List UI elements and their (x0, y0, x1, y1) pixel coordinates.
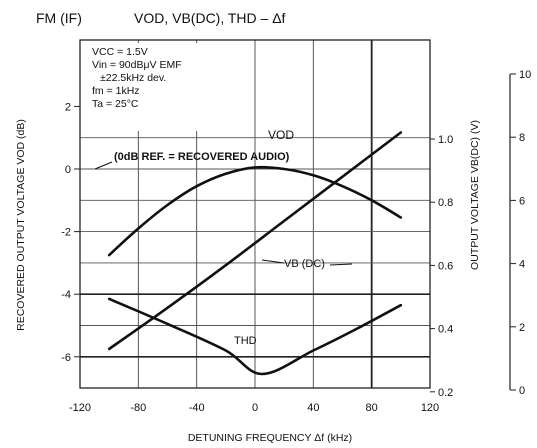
y-left-tick-label: -6 (61, 352, 71, 364)
y-right-tick-label: 2 (519, 322, 525, 334)
y-mid-axis-label: OUTPUT VOLTAGE VB(DC) (V) (469, 120, 481, 270)
reference-annotation: (0dB REF. = RECOVERED AUDIO) (114, 151, 290, 163)
tick-labels: -120 -80 -40 0 40 80 12020-2-4-61.00.80.60.40.… (61, 69, 531, 414)
vod-curve (107, 165, 403, 257)
vod-series-label: VOD (268, 128, 294, 142)
y-mid-tick-label: 1.0 (438, 134, 453, 146)
x-tick-label: -120 (69, 402, 91, 414)
grid (80, 40, 430, 388)
y-right-tick-label: 6 (519, 195, 525, 207)
x-axis-label: DETUNING FREQUENCY Δf (kHz) (188, 432, 352, 444)
vb-label-leader (261, 259, 285, 264)
x-tick-label: -40 (189, 402, 205, 414)
y-mid-tick-label: 0.8 (438, 197, 453, 209)
y-left-tick-label: 2 (65, 101, 71, 113)
y-mid-tick-label: 0.2 (438, 387, 453, 399)
y-right-tick-label: 8 (519, 132, 525, 144)
condition-line: ±22.5kHz dev. (100, 72, 167, 84)
y-right-tick-label: 0 (519, 385, 525, 397)
y-left-tick-label: 0 (65, 164, 71, 176)
y-left-axis-label: RECOVERED OUTPUT VOLTAGE VOD (dB) (15, 119, 27, 331)
thd-series-label: THD (234, 335, 257, 347)
chart-title: VOD, VB(DC), THD – Δf (134, 10, 286, 26)
x-tick-label: 0 (252, 402, 258, 414)
condition-line: VCC = 1.5V (92, 46, 148, 58)
x-tick-label: 80 (366, 402, 378, 414)
conditions-box: VCC = 1.5V Vin = 90dBμV EMF ±22.5kHz dev… (84, 43, 254, 131)
y-right-tick-label: 4 (519, 259, 525, 271)
curves (94, 131, 403, 376)
x-tick-label: 40 (307, 402, 319, 414)
vb-dc-curve (107, 131, 403, 351)
y-mid-tick-label: 0.4 (438, 324, 453, 336)
thd-curve (107, 297, 403, 376)
condition-line: Vin = 90dBμV EMF (92, 59, 182, 71)
vb-label-leader (329, 263, 353, 266)
mode-label: FM (IF) (36, 10, 82, 26)
x-tick-label: -80 (130, 402, 146, 414)
y-left-tick-label: -4 (61, 289, 71, 301)
vb-series-label: VB (DC) (284, 258, 325, 270)
y-left-tick-label: -2 (61, 227, 71, 239)
condition-line: fm = 1kHz (92, 85, 140, 97)
x-tick-label: 120 (421, 402, 439, 414)
axes (74, 39, 516, 393)
reference-leader (94, 161, 113, 170)
plot-frame (79, 39, 431, 389)
condition-line: Ta = 25°C (92, 98, 139, 110)
y-mid-tick-label: 0.6 (438, 260, 453, 272)
y-right-tick-label: 10 (519, 69, 531, 81)
